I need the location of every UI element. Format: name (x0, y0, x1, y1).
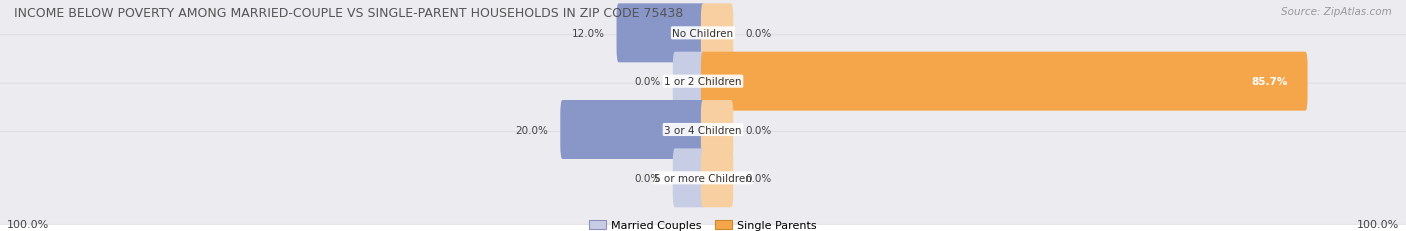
FancyBboxPatch shape (0, 36, 1406, 128)
FancyBboxPatch shape (560, 100, 706, 159)
Text: 0.0%: 0.0% (745, 29, 772, 39)
Text: 100.0%: 100.0% (7, 219, 49, 229)
Text: 100.0%: 100.0% (1357, 219, 1399, 229)
Text: No Children: No Children (672, 29, 734, 39)
Text: 5 or more Children: 5 or more Children (654, 173, 752, 183)
FancyBboxPatch shape (0, 84, 1406, 176)
Text: 3 or 4 Children: 3 or 4 Children (664, 125, 742, 135)
FancyBboxPatch shape (700, 149, 734, 207)
Text: 85.7%: 85.7% (1251, 77, 1288, 87)
FancyBboxPatch shape (616, 4, 706, 63)
FancyBboxPatch shape (0, 132, 1406, 224)
FancyBboxPatch shape (700, 100, 734, 159)
Legend: Married Couples, Single Parents: Married Couples, Single Parents (589, 220, 817, 230)
Text: 0.0%: 0.0% (634, 77, 661, 87)
FancyBboxPatch shape (672, 149, 706, 207)
Text: Source: ZipAtlas.com: Source: ZipAtlas.com (1281, 7, 1392, 17)
FancyBboxPatch shape (0, 0, 1406, 80)
FancyBboxPatch shape (672, 52, 706, 111)
FancyBboxPatch shape (700, 52, 1308, 111)
FancyBboxPatch shape (700, 4, 734, 63)
Text: INCOME BELOW POVERTY AMONG MARRIED-COUPLE VS SINGLE-PARENT HOUSEHOLDS IN ZIP COD: INCOME BELOW POVERTY AMONG MARRIED-COUPL… (14, 7, 683, 20)
Text: 12.0%: 12.0% (572, 29, 605, 39)
Text: 0.0%: 0.0% (634, 173, 661, 183)
Text: 20.0%: 20.0% (516, 125, 548, 135)
Text: 1 or 2 Children: 1 or 2 Children (664, 77, 742, 87)
Text: 0.0%: 0.0% (745, 125, 772, 135)
Text: 0.0%: 0.0% (745, 173, 772, 183)
